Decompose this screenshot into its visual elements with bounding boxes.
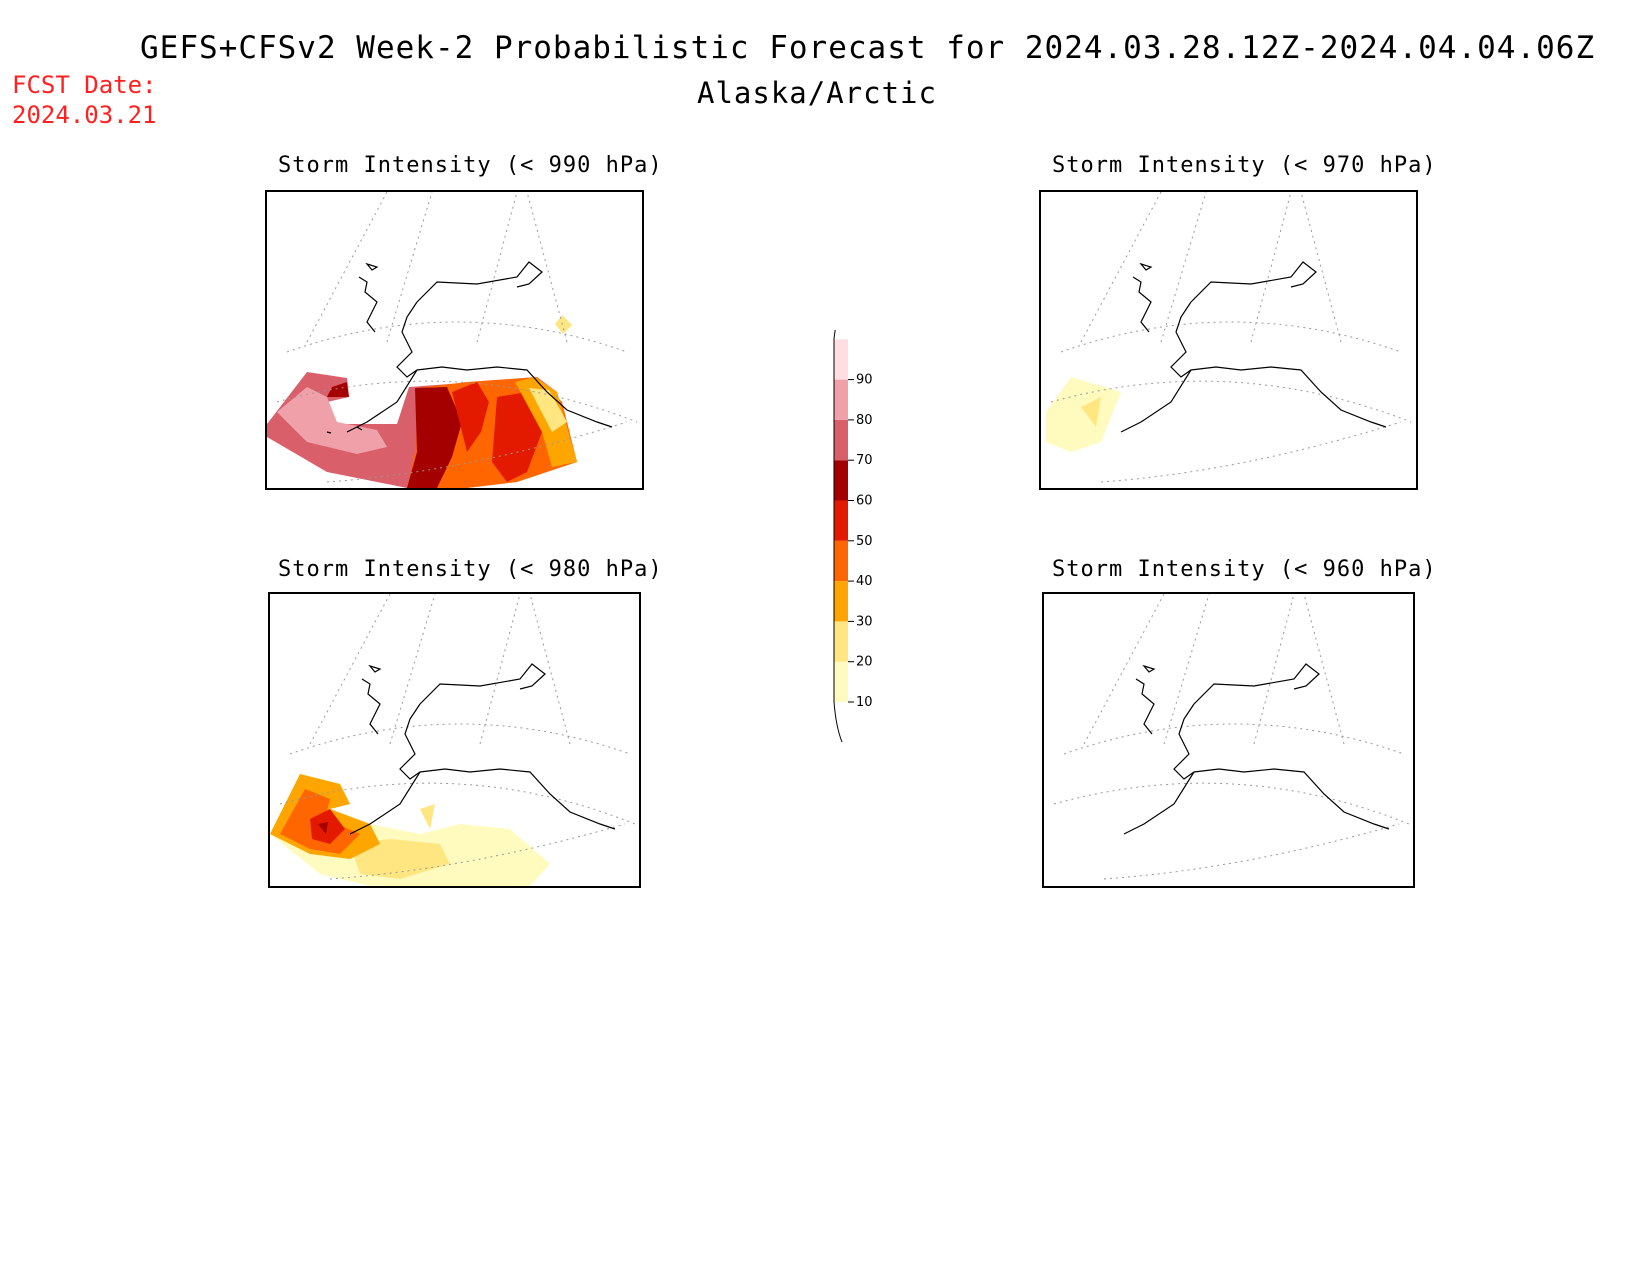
colorbar-label: 20 bbox=[856, 655, 873, 670]
map-panel-980 bbox=[268, 592, 641, 888]
colorbar-label: 60 bbox=[856, 494, 873, 509]
graticule-980 bbox=[279, 594, 636, 880]
coastline-990 bbox=[326, 261, 613, 434]
colorbar-label: 10 bbox=[856, 695, 873, 710]
colorbar-label: 30 bbox=[856, 614, 873, 629]
colorbar-segment bbox=[834, 540, 848, 582]
colorbar-segment bbox=[834, 661, 848, 702]
colorbar-segment bbox=[834, 339, 848, 380]
page-title: GEFS+CFSv2 Week-2 Probabilistic Forecast… bbox=[140, 30, 1596, 66]
map-panel-970 bbox=[1039, 190, 1418, 490]
coastline-960 bbox=[1123, 663, 1390, 835]
colorbar-label: 80 bbox=[856, 413, 873, 428]
probability-fill-980 bbox=[270, 774, 550, 886]
forecast-date-value: 2024.03.21 bbox=[12, 101, 157, 129]
colorbar-segment bbox=[834, 581, 848, 622]
probability-fill-990 bbox=[267, 315, 577, 488]
region-label: Alaska/Arctic bbox=[697, 76, 937, 110]
colorbar-label: 90 bbox=[856, 373, 873, 388]
colorbar-label: 50 bbox=[856, 534, 873, 549]
colorbar-label: 40 bbox=[856, 574, 873, 589]
panel-title-980: Storm Intensity (< 980 hPa) bbox=[278, 557, 663, 582]
map-980 bbox=[270, 594, 636, 886]
map-960 bbox=[1053, 594, 1410, 880]
colorbar-tail-bottom bbox=[833, 701, 843, 743]
map-990 bbox=[267, 192, 638, 488]
map-970 bbox=[1046, 192, 1412, 483]
panel-title-970: Storm Intensity (< 970 hPa) bbox=[1052, 153, 1437, 178]
colorbar-segment bbox=[834, 379, 848, 420]
map-panel-960 bbox=[1042, 592, 1415, 888]
forecast-date: FCST Date: 2024.03.21 bbox=[12, 70, 157, 130]
graticule-970 bbox=[1050, 192, 1412, 483]
graticule-960 bbox=[1053, 594, 1410, 880]
page-subtitle: Alaska/Arctic bbox=[0, 76, 1650, 110]
coastline-970 bbox=[1120, 261, 1387, 433]
colorbar-segment bbox=[834, 460, 848, 501]
coastline-980 bbox=[349, 663, 616, 835]
colorbar-svg: 10 20 30 40 50 60 70 80 90 bbox=[833, 304, 873, 743]
colorbar-segment bbox=[834, 419, 848, 461]
colorbar-segment bbox=[834, 500, 848, 541]
panel-title-990: Storm Intensity (< 990 hPa) bbox=[278, 153, 663, 178]
colorbar-segment bbox=[834, 621, 848, 662]
graticule-990 bbox=[276, 192, 638, 483]
forecast-date-label: FCST Date: bbox=[12, 71, 157, 99]
probability-fill-970 bbox=[1046, 377, 1121, 452]
map-panel-990 bbox=[265, 190, 644, 490]
colorbar: 10 20 30 40 50 60 70 80 90 bbox=[820, 304, 890, 754]
panel-title-960: Storm Intensity (< 960 hPa) bbox=[1052, 557, 1437, 582]
colorbar-label: 70 bbox=[856, 453, 873, 468]
